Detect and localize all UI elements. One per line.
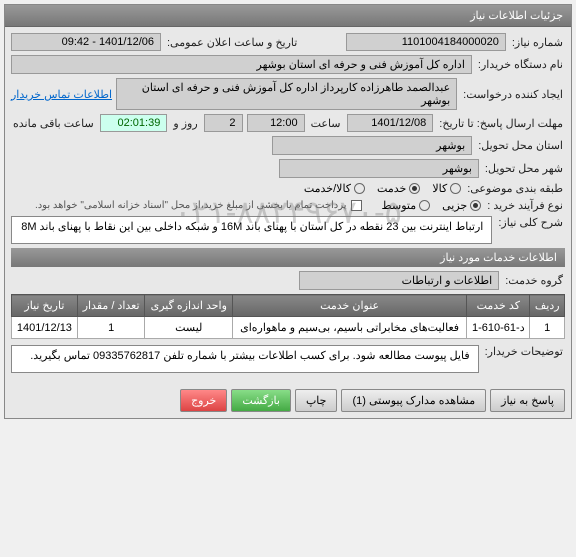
city-label: شهر محل تحویل: — [483, 162, 565, 175]
province-label: استان محل تحویل: — [476, 139, 565, 152]
table-cell: 1 — [530, 317, 565, 339]
payment-checkbox[interactable] — [351, 200, 362, 211]
announce-label: تاریخ و ساعت اعلان عمومی: — [165, 36, 299, 49]
services-table: ردیفکد خدمتعنوان خدمتواحد اندازه گیریتعد… — [11, 294, 565, 339]
radio-goods-label: کالا — [432, 182, 447, 195]
table-header: واحد اندازه گیری — [145, 295, 233, 317]
days-value: 2 — [204, 114, 243, 132]
buyer-note: فایل پیوست مطالعه شود. برای کسب اطلاعات … — [11, 345, 479, 373]
table-header: کد خدمت — [467, 295, 530, 317]
time-label: ساعت — [309, 117, 343, 130]
table-header: تاریخ نیاز — [12, 295, 78, 317]
exit-button[interactable]: خروج — [180, 389, 227, 412]
group-value: اطلاعات و ارتباطات — [299, 271, 499, 290]
radio-small-label: جزیی — [442, 199, 467, 212]
print-button[interactable]: چاپ — [295, 389, 338, 412]
contact-link[interactable]: اطلاعات تماس خریدار — [11, 88, 112, 101]
group-label: گروه خدمت: — [503, 274, 565, 287]
radio-medium[interactable]: متوسط — [382, 199, 431, 212]
announce-value: 1401/12/06 - 09:42 — [11, 33, 161, 51]
creator-value: عبدالصمد طاهرزاده کارپرداز اداره کل آموز… — [116, 78, 457, 110]
deadline-time: 12:00 — [247, 114, 305, 132]
city-value: بوشهر — [279, 159, 479, 178]
radio-both-label: کالا/خدمت — [304, 182, 351, 195]
table-cell: د-61-610-1 — [467, 317, 530, 339]
table-cell: 1401/12/13 — [12, 317, 78, 339]
remaining-time: 02:01:39 — [100, 114, 168, 132]
radio-goods[interactable]: کالا — [432, 182, 461, 195]
respond-button[interactable]: پاسخ به نیاز — [490, 389, 565, 412]
radio-small[interactable]: جزیی — [442, 199, 481, 212]
buyer-note-label: توضیحات خریدار: — [483, 345, 565, 358]
need-no-value: 1101004184000020 — [346, 33, 506, 51]
purchase-type-group: جزیی متوسط — [382, 199, 482, 212]
radio-service-label: خدمت — [377, 182, 406, 195]
need-desc: ارتباط اینترنت بین 23 نقطه در کل استان ب… — [11, 216, 492, 244]
remaining-label: ساعت باقی مانده — [11, 117, 96, 130]
province-value: بوشهر — [272, 136, 472, 155]
purchase-type-label: نوع فرآیند خرید : — [485, 199, 565, 212]
days-label: روز و — [171, 117, 199, 130]
table-cell: 1 — [77, 317, 145, 339]
payment-hint: پرداخت تمام یا بخشی از مبلغ خرید،از محل … — [35, 200, 347, 211]
radio-medium-label: متوسط — [382, 199, 417, 212]
services-header: اطلاعات خدمات مورد نیاز — [11, 248, 565, 267]
radio-both[interactable]: کالا/خدمت — [304, 182, 365, 195]
table-header: تعداد / مقدار — [77, 295, 145, 317]
table-header: ردیف — [530, 295, 565, 317]
table-cell: فعالیت‌های مخابراتی باسیم، بی‌سیم و ماهو… — [233, 317, 467, 339]
table-cell: لیست — [145, 317, 233, 339]
subject-cat-label: طبقه بندی موضوعی: — [465, 182, 565, 195]
table-header: عنوان خدمت — [233, 295, 467, 317]
need-desc-label: شرح کلی نیاز: — [496, 216, 565, 229]
creator-label: ایجاد کننده درخواست: — [461, 88, 565, 101]
back-button[interactable]: بازگشت — [231, 389, 291, 412]
subject-cat-group: کالا خدمت کالا/خدمت — [304, 182, 461, 195]
buyer-value: اداره کل آموزش فنی و حرفه ای استان بوشهر — [11, 55, 472, 74]
table-row: 1د-61-610-1فعالیت‌های مخابراتی باسیم، بی… — [12, 317, 565, 339]
deadline-label: مهلت ارسال پاسخ: تا تاریخ: — [437, 117, 565, 130]
button-bar: پاسخ به نیاز مشاهده مدارک پیوستی (1) چاپ… — [5, 383, 571, 418]
radio-service[interactable]: خدمت — [377, 182, 420, 195]
need-no-label: شماره نیاز: — [510, 36, 565, 49]
buyer-label: نام دستگاه خریدار: — [476, 58, 565, 71]
panel-title: جزئیات اطلاعات نیاز — [5, 5, 571, 27]
deadline-date: 1401/12/08 — [347, 114, 434, 132]
attachments-button[interactable]: مشاهده مدارک پیوستی (1) — [341, 389, 486, 412]
